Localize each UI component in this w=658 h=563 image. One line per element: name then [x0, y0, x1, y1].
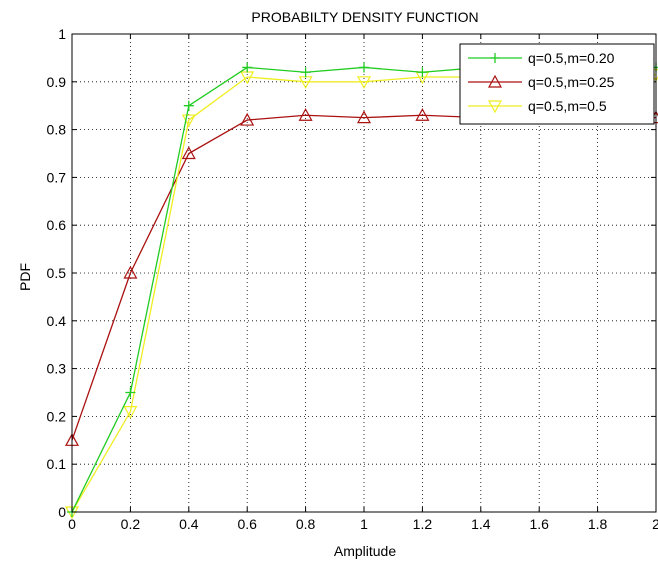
data-point	[487, 74, 503, 88]
y-tick-label: 0.1	[47, 456, 67, 472]
data-point	[300, 67, 311, 78]
y-tick-label: 0.5	[47, 265, 67, 281]
data-point	[487, 100, 503, 114]
x-tick-label: 0	[68, 516, 76, 532]
y-axis-label: PDF	[17, 263, 33, 291]
data-point	[181, 146, 196, 160]
legend-entry: q=0.5,m=0.5	[468, 98, 607, 114]
legend-label: q=0.5,m=0.20	[528, 50, 615, 66]
x-tick-label: 0.8	[296, 516, 316, 532]
y-tick-label: 1	[58, 26, 66, 42]
data-point	[125, 387, 136, 398]
x-tick-label: 1.6	[529, 516, 549, 532]
data-point	[183, 100, 194, 111]
y-tick-label: 0.7	[47, 169, 67, 185]
tick-labels: 0 0.2 0.4 0.6 0.8 1 1.2 1.4 1.6 1.8 2 0 0.1 0.2 0.3 0.4…	[47, 26, 658, 532]
x-tick-label: 1	[360, 516, 368, 532]
data-point	[123, 265, 138, 279]
y-tick-label: 0.9	[47, 74, 67, 90]
data-point	[415, 108, 430, 121]
data-point	[490, 53, 500, 63]
x-tick-label: 0.2	[121, 516, 141, 532]
legend-box	[459, 43, 655, 125]
x-tick-label: 0.4	[179, 516, 199, 532]
x-tick-label: 2	[652, 516, 658, 532]
chart-title: PROBABILTY DENSITY FUNCTION	[251, 9, 478, 25]
legend-label: q=0.5,m=0.25	[528, 74, 615, 90]
x-tick-label: 1.4	[471, 516, 491, 532]
data-point	[123, 406, 138, 419]
data-point	[240, 112, 255, 126]
legend-entry: q=0.5,m=0.25	[468, 74, 615, 90]
x-tick-label: 1.8	[588, 516, 608, 532]
data-point	[356, 110, 372, 124]
data-point	[356, 76, 372, 90]
data-point	[298, 108, 313, 121]
y-tick-label: 0.3	[47, 361, 67, 377]
data-point	[242, 62, 253, 73]
legend-label: q=0.5,m=0.5	[528, 98, 607, 114]
x-tick-label: 1.2	[413, 516, 433, 532]
y-tick-label: 0.8	[47, 122, 67, 138]
y-tick-label: 0.6	[47, 217, 67, 233]
data-point	[417, 67, 428, 78]
legend: q=0.5,m=0.20 q=0.5,m=0.25 q=0.5,m=0.5	[459, 43, 655, 125]
data-point	[359, 62, 369, 73]
x-tick-label: 0.6	[237, 516, 257, 532]
y-tick-label: 0.2	[47, 408, 67, 424]
y-tick-label: 0.4	[47, 313, 67, 329]
legend-entry: q=0.5,m=0.20	[468, 50, 615, 66]
y-tick-label: 0	[58, 504, 66, 520]
x-axis-label: Amplitude	[334, 543, 396, 559]
